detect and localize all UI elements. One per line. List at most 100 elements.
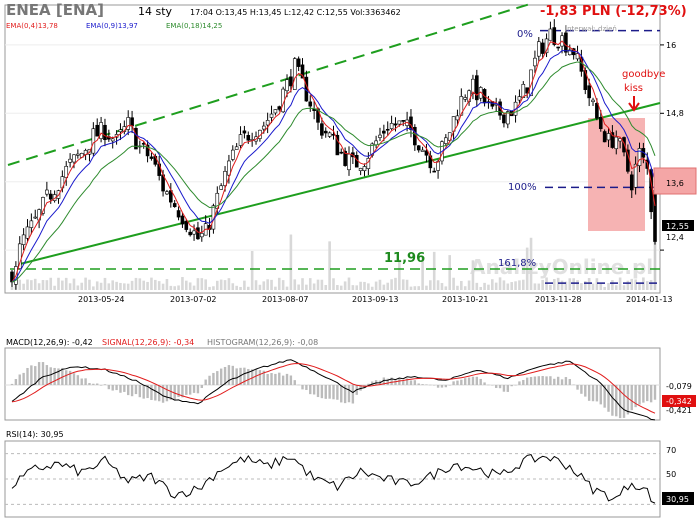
candle-body: [285, 79, 289, 92]
volume-bar: [80, 282, 84, 290]
volume-bar: [200, 278, 204, 290]
candle-body: [269, 113, 274, 118]
macd-hist-bar: [204, 379, 207, 385]
volume-bar: [142, 280, 145, 290]
volume-bar: [301, 278, 304, 290]
candle-body: [95, 124, 100, 137]
macd-hist-bar: [227, 365, 231, 385]
candle-body: [343, 150, 347, 166]
macd-hist-bar: [68, 370, 72, 385]
candle-body: [420, 149, 425, 152]
candle-body: [33, 216, 38, 219]
candle-body: [48, 193, 53, 200]
macd-hist-bar: [336, 385, 339, 400]
volume-bar: [99, 282, 103, 290]
macd-axis-top: -0,079: [666, 382, 692, 391]
volume-bar: [297, 284, 300, 290]
candle-body: [246, 135, 251, 141]
rsi-axis-70: 70: [666, 446, 676, 455]
macd-hist-bar: [243, 367, 246, 385]
candle-body: [633, 163, 638, 188]
macd-hist-bar: [250, 369, 254, 385]
macd-hist-bar: [169, 385, 173, 400]
volume-bar: [611, 280, 614, 290]
volume-bar: [53, 285, 56, 290]
macd-hist-bar: [231, 365, 234, 385]
volume-bar: [452, 277, 455, 290]
volume-bar: [363, 281, 366, 290]
volume-bar: [576, 280, 579, 290]
macd-hist-bar: [386, 378, 389, 385]
macd-hist-bar: [634, 385, 637, 408]
signal-legend: SIGNAL(12,26,9): -0,34: [102, 338, 194, 347]
macd-hist-bar: [533, 376, 537, 385]
macd-hist-bar: [425, 384, 428, 385]
volume-bar: [332, 278, 335, 290]
volume-bar: [231, 283, 235, 290]
volume-bar: [343, 281, 347, 290]
macd-hist-bar: [188, 385, 192, 395]
candle-body: [25, 226, 30, 239]
candle-body: [614, 136, 619, 150]
volume-bar: [177, 285, 180, 290]
candle-body: [432, 170, 437, 173]
candle-body: [544, 38, 549, 54]
volume-bar: [192, 285, 196, 290]
volume-bar: [394, 277, 397, 290]
macd-hist-bar: [212, 372, 215, 385]
macd-hist-bar: [529, 376, 533, 385]
macd-hist-bar: [611, 385, 614, 416]
candle-body: [45, 189, 49, 195]
volume-bar: [235, 285, 238, 290]
volume-bar: [277, 277, 281, 290]
candle-body: [385, 128, 390, 131]
fib-0-label: 0%: [517, 29, 533, 40]
candle-body: [595, 102, 599, 119]
volume-bar: [254, 280, 258, 290]
volume-bar: [10, 286, 14, 290]
ticker-title: ENEA [ENA]: [6, 1, 104, 19]
histogram-legend: HISTOGRAM(12,26,9): -0,08: [207, 338, 318, 347]
volume-bar: [161, 283, 165, 290]
macd-signal-box: [662, 395, 696, 407]
volume-bar: [320, 279, 324, 290]
macd-hist-bar: [103, 384, 107, 385]
volume-bar: [107, 283, 111, 290]
macd-hist-bar: [22, 372, 25, 385]
candle-body: [409, 116, 413, 130]
macd-hist-bar: [417, 383, 420, 385]
candle-body: [610, 132, 615, 148]
macd-hist-bar: [142, 385, 145, 399]
volume-bar: [549, 284, 552, 290]
macd-hist-bar: [324, 385, 327, 399]
macd-hist-bar: [347, 385, 351, 403]
macd-hist-bar: [642, 385, 645, 403]
volume-bar: [587, 278, 591, 290]
macd-hist-bar: [522, 379, 525, 385]
macd-hist-bar: [285, 373, 289, 385]
volume-bar: [440, 283, 444, 290]
macd-hist-bar: [367, 383, 370, 385]
candle-body: [72, 154, 76, 163]
candle-body: [382, 130, 386, 134]
volume-bar: [219, 279, 223, 290]
volume-bar: [475, 282, 479, 290]
volume-bar: [347, 277, 351, 290]
candle-body: [223, 171, 227, 186]
macd-hist-bar: [471, 376, 475, 385]
watermark: AnalizyOnline.pl: [470, 255, 653, 279]
macd-hist-bar: [479, 378, 482, 385]
volume-bar: [409, 286, 413, 290]
macd-hist-bar: [278, 372, 281, 385]
volume-bar: [115, 281, 118, 290]
macd-axis-low: -0,421: [666, 406, 692, 415]
macd-hist-bar: [630, 385, 633, 411]
volume-bar: [487, 284, 490, 290]
volume-bar: [401, 279, 405, 290]
candle-body: [327, 132, 332, 137]
macd-hist-bar: [72, 373, 76, 385]
volume-bar: [374, 281, 378, 290]
macd-hist-bar: [281, 375, 285, 385]
volume-bar: [583, 281, 587, 290]
macd-line: [11, 359, 656, 421]
